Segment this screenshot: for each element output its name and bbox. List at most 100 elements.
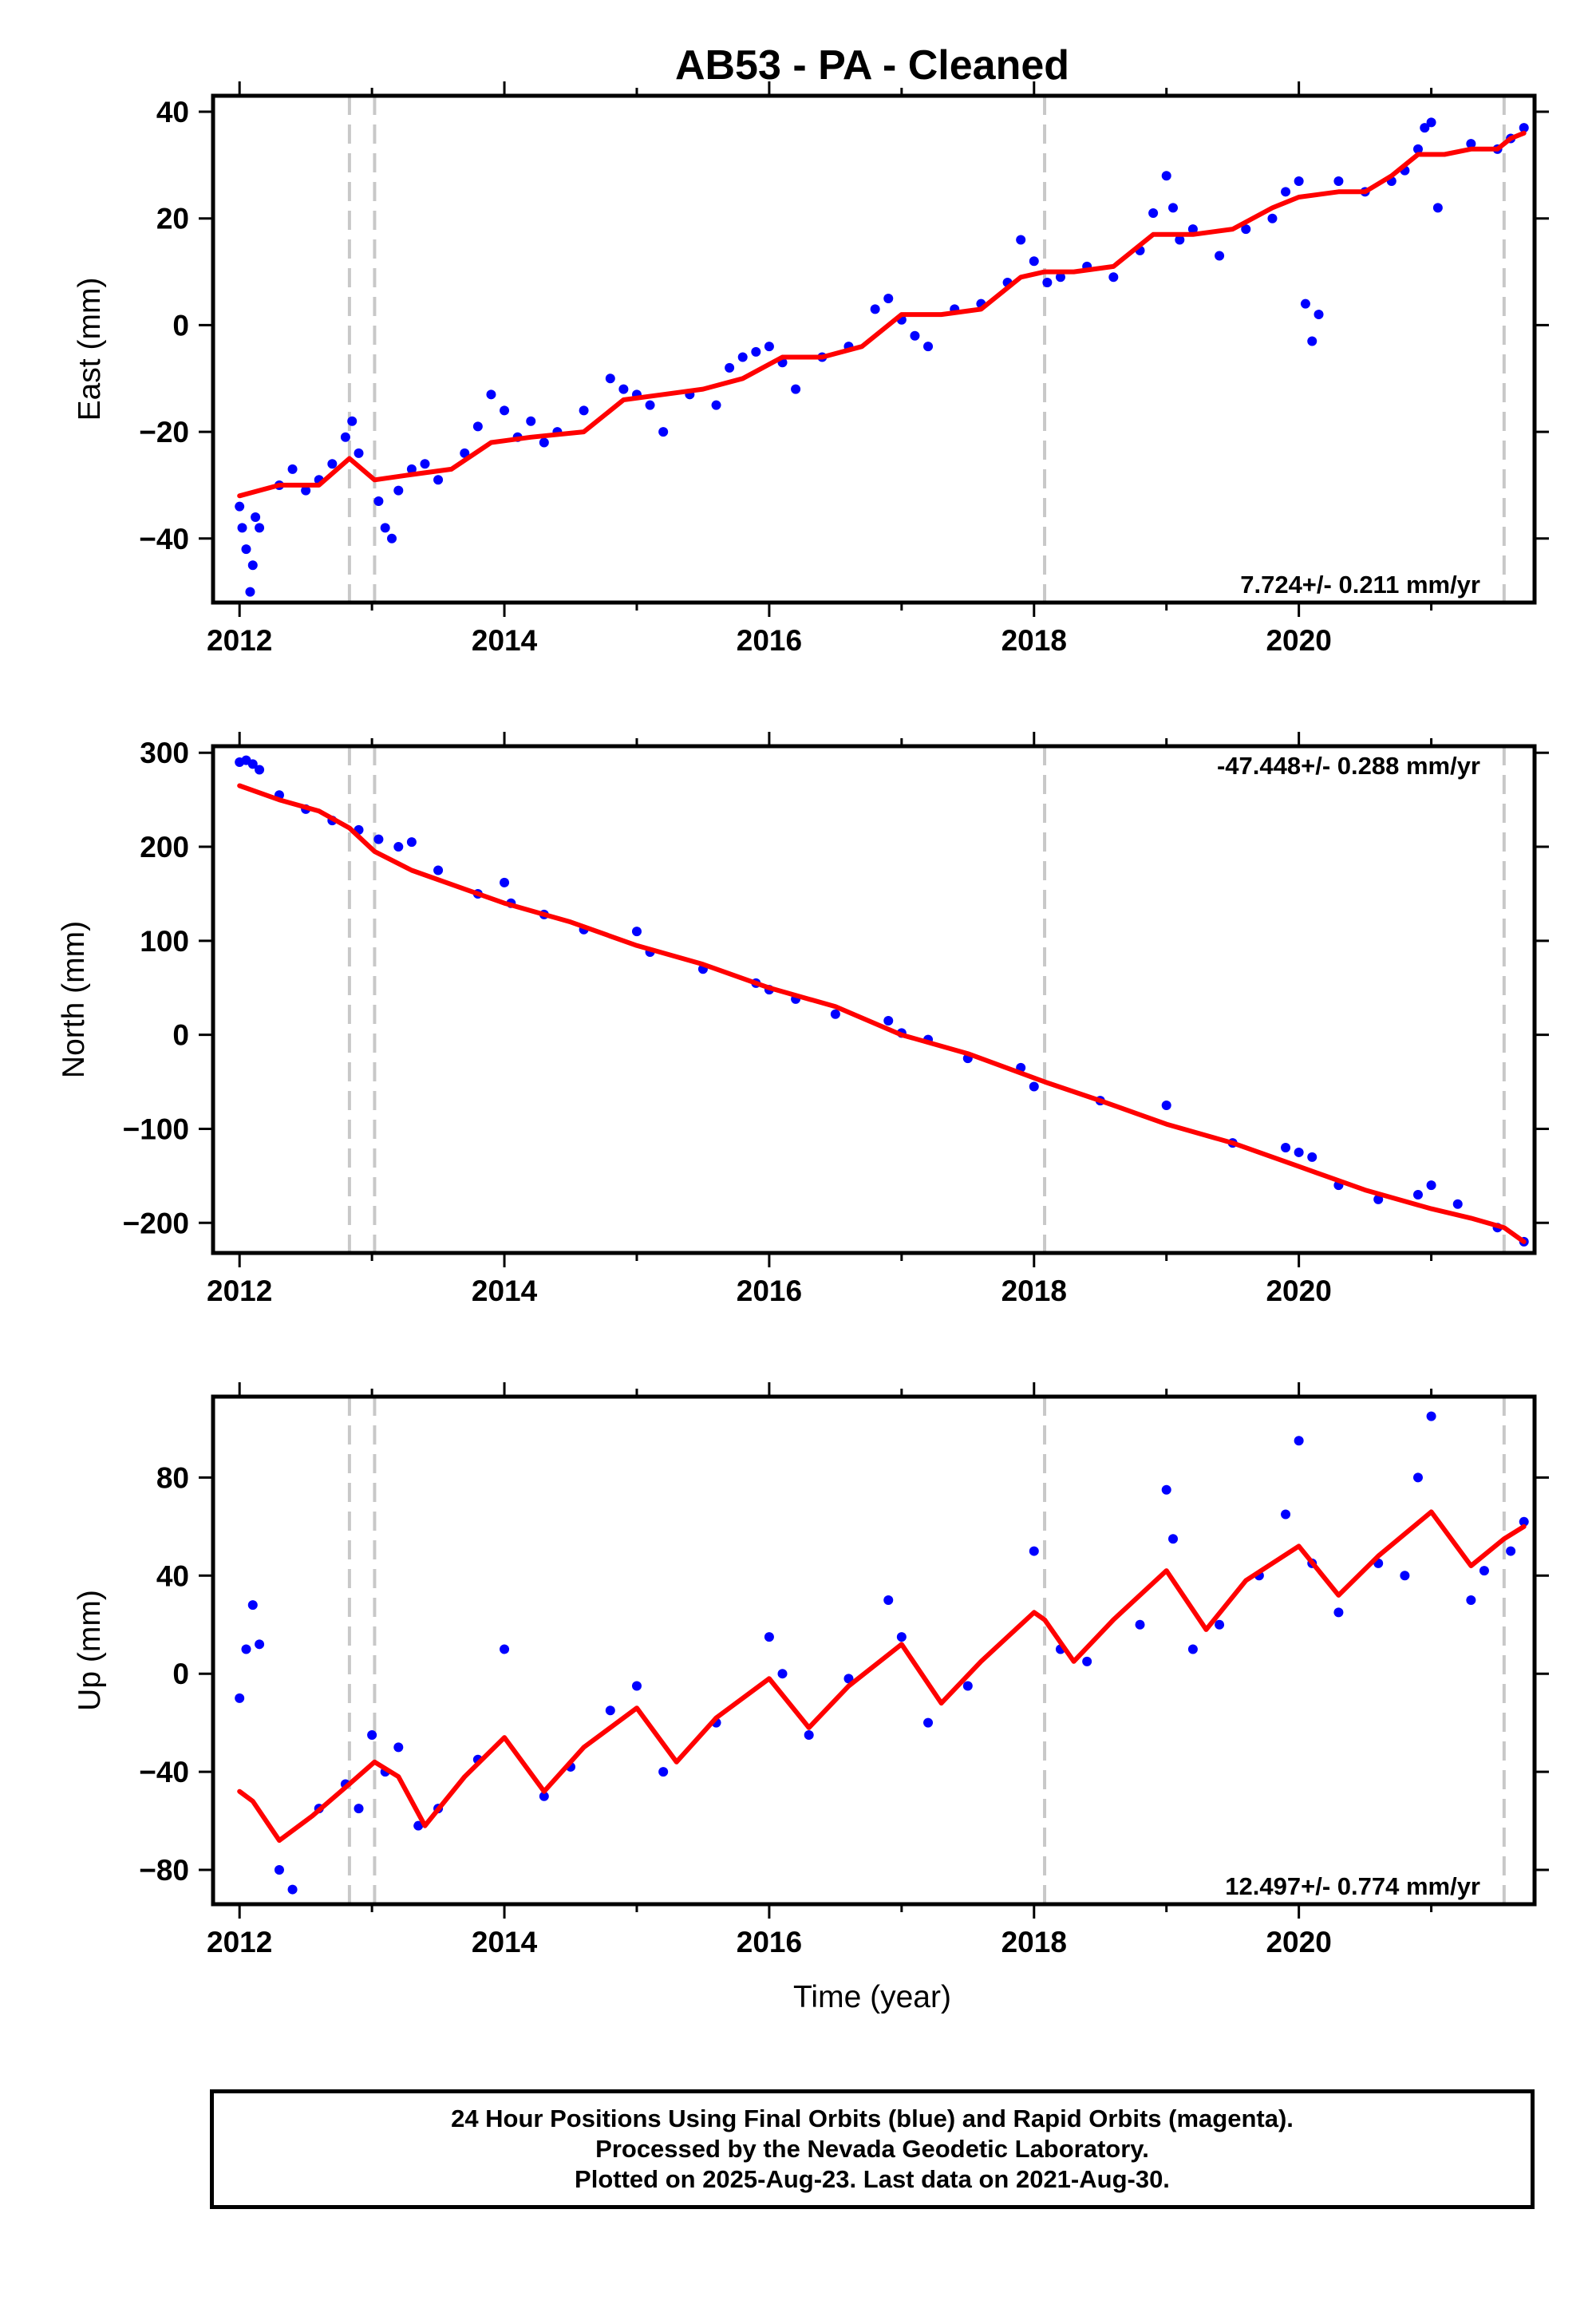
data-point xyxy=(1281,187,1291,197)
x-tick-label: 2018 xyxy=(1001,1275,1067,1307)
model-fit-line xyxy=(237,130,1527,499)
y-tick-label: 0 xyxy=(172,1658,189,1690)
y-tick-label: 40 xyxy=(156,1559,189,1592)
data-point xyxy=(1420,123,1430,133)
y-tick-label: −100 xyxy=(123,1113,189,1145)
data-point xyxy=(1412,1189,1423,1199)
y-tick-label: 100 xyxy=(140,925,189,958)
x-tick-label: 2020 xyxy=(1266,1275,1331,1307)
data-point xyxy=(605,1705,615,1716)
data-point xyxy=(1161,171,1171,181)
data-point xyxy=(605,373,615,384)
data-point xyxy=(500,405,510,416)
data-point xyxy=(1412,144,1423,154)
data-point xyxy=(460,448,470,458)
data-point xyxy=(1281,1509,1291,1520)
x-tick-label: 2016 xyxy=(737,1926,802,1958)
data-point xyxy=(237,523,247,533)
data-point xyxy=(1426,117,1436,128)
velocity-rate-label: -47.448+/- 0.288 mm/yr xyxy=(1217,752,1480,780)
data-point xyxy=(764,1632,774,1642)
data-point xyxy=(393,1742,404,1753)
y-tick-label: −20 xyxy=(139,416,189,449)
data-point xyxy=(1400,1571,1410,1581)
data-point xyxy=(1294,1147,1304,1157)
y-tick-label: −80 xyxy=(139,1854,189,1887)
data-point xyxy=(1314,310,1324,320)
data-point xyxy=(1506,1546,1516,1556)
data-point xyxy=(1307,336,1317,346)
data-point xyxy=(1161,1484,1171,1495)
data-point xyxy=(373,496,384,506)
data-point xyxy=(380,523,390,533)
data-point xyxy=(539,1791,549,1801)
data-point xyxy=(354,448,364,458)
data-point xyxy=(631,1681,642,1691)
data-point xyxy=(387,533,397,543)
data-point xyxy=(1479,1566,1489,1576)
data-point xyxy=(1294,176,1304,186)
data-point xyxy=(1055,272,1065,283)
velocity-rate-label: 7.724+/- 0.211 mm/yr xyxy=(1240,571,1480,599)
data-point xyxy=(1412,1472,1423,1483)
data-point xyxy=(1281,1143,1291,1153)
y-tick-label: 40 xyxy=(156,96,189,128)
data-point xyxy=(737,352,748,362)
data-point xyxy=(791,384,801,394)
data-point xyxy=(393,842,404,852)
y-tick-label: 0 xyxy=(172,309,189,342)
data-point xyxy=(327,459,338,469)
data-point xyxy=(1294,1436,1304,1446)
data-point xyxy=(804,1730,814,1740)
data-point xyxy=(1187,224,1198,235)
data-point xyxy=(1161,1101,1171,1111)
x-axis-title: Time (year) xyxy=(793,1980,951,2014)
velocity-rate-label: 12.497+/- 0.774 mm/yr xyxy=(1225,1872,1480,1900)
data-point xyxy=(1135,1619,1145,1630)
plot-frame xyxy=(211,93,1537,605)
data-point xyxy=(1168,203,1179,213)
footer-line-1: 24 Hour Positions Using Final Orbits (bl… xyxy=(451,2105,1294,2132)
data-point xyxy=(711,400,721,410)
data-point xyxy=(1373,1194,1384,1204)
data-point xyxy=(1029,1081,1039,1092)
x-tick-label: 2012 xyxy=(207,624,272,657)
x-tick-label: 2020 xyxy=(1266,1926,1331,1958)
data-point xyxy=(539,437,549,448)
data-point xyxy=(1307,1152,1317,1162)
data-point xyxy=(645,400,655,410)
data-point xyxy=(658,427,669,437)
data-point xyxy=(526,416,536,426)
data-point xyxy=(923,342,934,352)
y-tick-label: 80 xyxy=(156,1461,189,1494)
data-point xyxy=(896,1632,907,1642)
x-tick-label: 2014 xyxy=(472,624,538,657)
y-tick-label: 200 xyxy=(140,831,189,864)
y-tick-label: 20 xyxy=(156,203,189,235)
data-point xyxy=(1175,235,1185,245)
data-point xyxy=(1426,1411,1436,1421)
data-point xyxy=(1215,1619,1225,1630)
data-point xyxy=(287,464,298,474)
y-axis-title: Up (mm) xyxy=(73,1590,107,1711)
data-point xyxy=(1241,224,1251,235)
data-point xyxy=(579,405,589,416)
data-point xyxy=(1452,1199,1463,1209)
data-point xyxy=(301,485,311,496)
plot-frame xyxy=(211,744,1537,1255)
data-point xyxy=(1016,235,1026,245)
data-point xyxy=(354,1804,364,1814)
panel-1: 2012 2014 2016 2018 2020 −40 −20 0 20 40 East (mm)… xyxy=(73,81,1549,657)
x-tick-label: 2018 xyxy=(1001,1926,1067,1958)
data-point xyxy=(287,1884,298,1895)
data-point xyxy=(413,1820,424,1831)
data-point xyxy=(751,346,761,357)
data-point xyxy=(764,342,774,352)
data-point xyxy=(241,544,251,555)
data-point xyxy=(1333,176,1344,186)
x-tick-label: 2016 xyxy=(737,1275,802,1307)
data-point xyxy=(340,432,350,442)
x-tick-label: 2018 xyxy=(1001,624,1067,657)
x-tick-label: 2014 xyxy=(472,1275,538,1307)
